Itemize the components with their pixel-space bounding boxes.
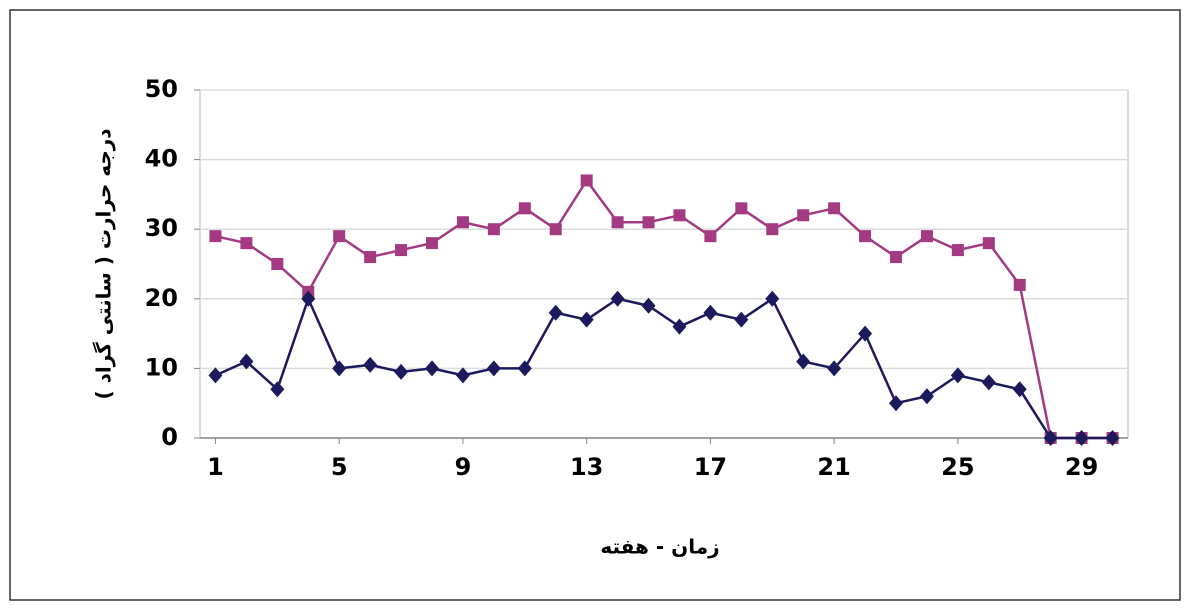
x-tick-label: 13 (570, 453, 603, 481)
x-tick-label: 1 (207, 453, 224, 481)
y-tick-label: 30 (145, 214, 178, 242)
marker (579, 311, 594, 328)
marker (239, 353, 254, 370)
marker (518, 202, 531, 215)
y-tick-label: 0 (161, 423, 178, 451)
marker (548, 304, 563, 321)
y-tick-label: 50 (145, 75, 178, 103)
x-tick-label: 29 (1065, 453, 1098, 481)
marker (1013, 278, 1026, 291)
marker (703, 304, 718, 321)
marker (889, 395, 903, 412)
marker (363, 356, 378, 373)
marker (1043, 430, 1058, 446)
marker (765, 290, 780, 307)
marker (920, 230, 933, 243)
marker (301, 290, 316, 307)
marker (796, 353, 811, 370)
marker (950, 367, 965, 384)
marker (982, 237, 995, 250)
marker (549, 223, 562, 236)
marker (672, 318, 687, 335)
marker (1012, 381, 1027, 398)
y-tick-label: 20 (145, 284, 178, 312)
marker (890, 251, 902, 264)
marker (394, 363, 409, 380)
marker (517, 360, 532, 377)
y-tick-label: 10 (145, 353, 178, 381)
y-tick-label: 40 (145, 145, 178, 173)
marker (455, 367, 470, 384)
marker (1074, 430, 1089, 446)
x-tick-label: 17 (694, 453, 727, 481)
marker (797, 209, 810, 222)
marker (240, 237, 253, 250)
marker (486, 360, 501, 377)
x-tick-label: 25 (941, 453, 974, 481)
marker (642, 216, 655, 229)
marker (827, 360, 842, 377)
marker (735, 202, 748, 215)
marker (270, 381, 285, 398)
y-axis-label: درجه حرارت ( سانتی گراد ) (92, 128, 116, 399)
marker (487, 223, 500, 236)
marker (673, 209, 686, 222)
x-tick-label: 9 (455, 453, 472, 481)
marker (333, 230, 346, 243)
marker (1105, 430, 1120, 446)
x-axis-label: زمان - هفته (600, 535, 719, 559)
marker (580, 174, 593, 187)
marker (919, 388, 934, 405)
marker (271, 258, 284, 270)
marker (395, 244, 408, 257)
marker (641, 297, 656, 314)
marker (425, 360, 439, 377)
marker (858, 325, 873, 342)
marker (859, 230, 872, 243)
marker (332, 360, 347, 377)
marker (456, 216, 469, 229)
x-tick-label: 21 (817, 453, 850, 481)
marker (208, 367, 223, 384)
marker (828, 202, 841, 215)
marker (951, 244, 964, 257)
marker (364, 251, 377, 264)
marker (426, 237, 438, 250)
marker (611, 216, 624, 229)
marker (734, 311, 749, 328)
marker (766, 223, 779, 236)
marker (209, 230, 222, 243)
marker (610, 290, 625, 307)
marker (981, 374, 996, 391)
marker (704, 230, 717, 243)
x-tick-label: 5 (331, 453, 348, 481)
